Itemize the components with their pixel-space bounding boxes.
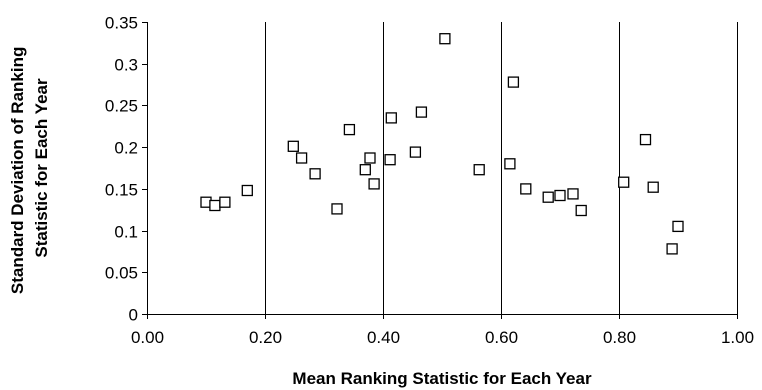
y-tick-label: 0.2 <box>114 139 138 158</box>
data-point <box>647 181 659 193</box>
data-point <box>575 204 587 217</box>
grid-layer <box>265 22 738 314</box>
data-point <box>241 184 253 197</box>
data-point <box>666 243 678 255</box>
tick-labels: 0 0.05 0.1 0.15 0.2 0.25 0.3 0.35 0.00 0.20 0.40 0.… <box>105 14 754 348</box>
data-point <box>542 191 554 203</box>
data-point <box>554 189 566 202</box>
y-tick-label: 0.15 <box>105 181 138 200</box>
y-tick-label: 0.1 <box>114 223 138 242</box>
x-axis-title: Mean Ranking Statistic for Each Year <box>292 369 592 388</box>
data-point <box>415 106 428 118</box>
data-point <box>287 140 299 152</box>
data-point <box>219 196 231 208</box>
data-points <box>200 33 684 255</box>
data-point <box>507 76 520 88</box>
y-tick-label: 0.25 <box>105 97 138 116</box>
x-tick-label: 0.00 <box>131 328 164 347</box>
data-point <box>473 164 485 176</box>
y-tick-label: 0 <box>129 306 138 325</box>
data-point <box>359 164 371 176</box>
data-point <box>639 133 652 146</box>
x-tick-label: 0.80 <box>603 328 636 347</box>
y-tick-label: 0.3 <box>114 56 138 75</box>
data-point <box>567 188 579 200</box>
data-point <box>384 154 396 166</box>
data-point <box>209 199 221 212</box>
data-point <box>343 123 356 136</box>
x-tick-label: 0.20 <box>249 328 282 347</box>
x-tick-label: 0.40 <box>367 328 400 347</box>
y-tick-label: 0.35 <box>105 14 138 33</box>
y-axis-title-line-1: Standard Deviation of Ranking <box>8 47 27 294</box>
data-point <box>520 183 532 195</box>
data-point <box>409 146 422 158</box>
data-point <box>295 152 308 164</box>
data-point <box>618 176 630 188</box>
y-axis-title: Standard Deviation of Ranking Statistic … <box>8 42 51 294</box>
data-point <box>439 33 451 45</box>
axis-layer <box>142 22 738 319</box>
x-tick-label: 0.60 <box>485 328 518 347</box>
y-tick-label: 0.05 <box>105 264 138 283</box>
data-point <box>672 220 684 233</box>
data-point <box>331 203 343 215</box>
data-point <box>309 168 321 180</box>
data-point <box>364 152 376 164</box>
x-tick-label: 1.00 <box>721 328 754 347</box>
y-axis-title-line-2: Statistic for Each Year <box>32 78 51 258</box>
data-point <box>385 112 397 124</box>
data-point <box>504 158 516 170</box>
data-point <box>368 178 380 190</box>
